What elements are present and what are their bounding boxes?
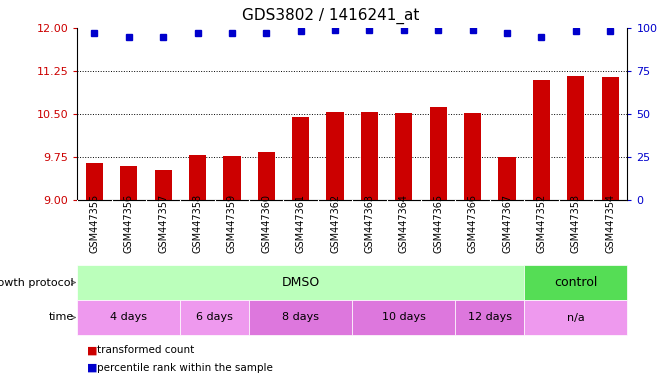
Bar (602, 77, 619, 200)
Bar (327, 112, 344, 200)
Bar (567, 76, 584, 200)
Text: 4 days: 4 days (110, 313, 147, 323)
Text: time: time (48, 313, 74, 323)
Text: 6 days: 6 days (197, 313, 233, 323)
Text: percentile rank within the sample: percentile rank within the sample (97, 362, 273, 372)
Bar (223, 156, 240, 200)
Bar (258, 152, 275, 200)
Bar (499, 157, 515, 200)
Text: 12 days: 12 days (468, 313, 512, 323)
Text: control: control (554, 276, 597, 289)
Bar (292, 117, 309, 200)
Bar (395, 113, 413, 200)
Text: 8 days: 8 days (282, 313, 319, 323)
Text: GDS3802 / 1416241_at: GDS3802 / 1416241_at (242, 8, 419, 24)
Bar (361, 112, 378, 200)
Bar (154, 170, 172, 200)
Text: growth protocol: growth protocol (0, 278, 74, 288)
Text: transformed count: transformed count (97, 345, 195, 355)
Bar (429, 106, 447, 200)
Text: n/a: n/a (567, 313, 584, 323)
Bar (120, 166, 138, 200)
Text: 10 days: 10 days (382, 313, 426, 323)
Bar (189, 155, 206, 200)
Text: ■: ■ (87, 362, 98, 372)
Bar (533, 79, 550, 200)
Text: ■: ■ (87, 345, 98, 355)
Bar (86, 163, 103, 200)
Text: DMSO: DMSO (282, 276, 320, 289)
Bar (464, 113, 481, 200)
